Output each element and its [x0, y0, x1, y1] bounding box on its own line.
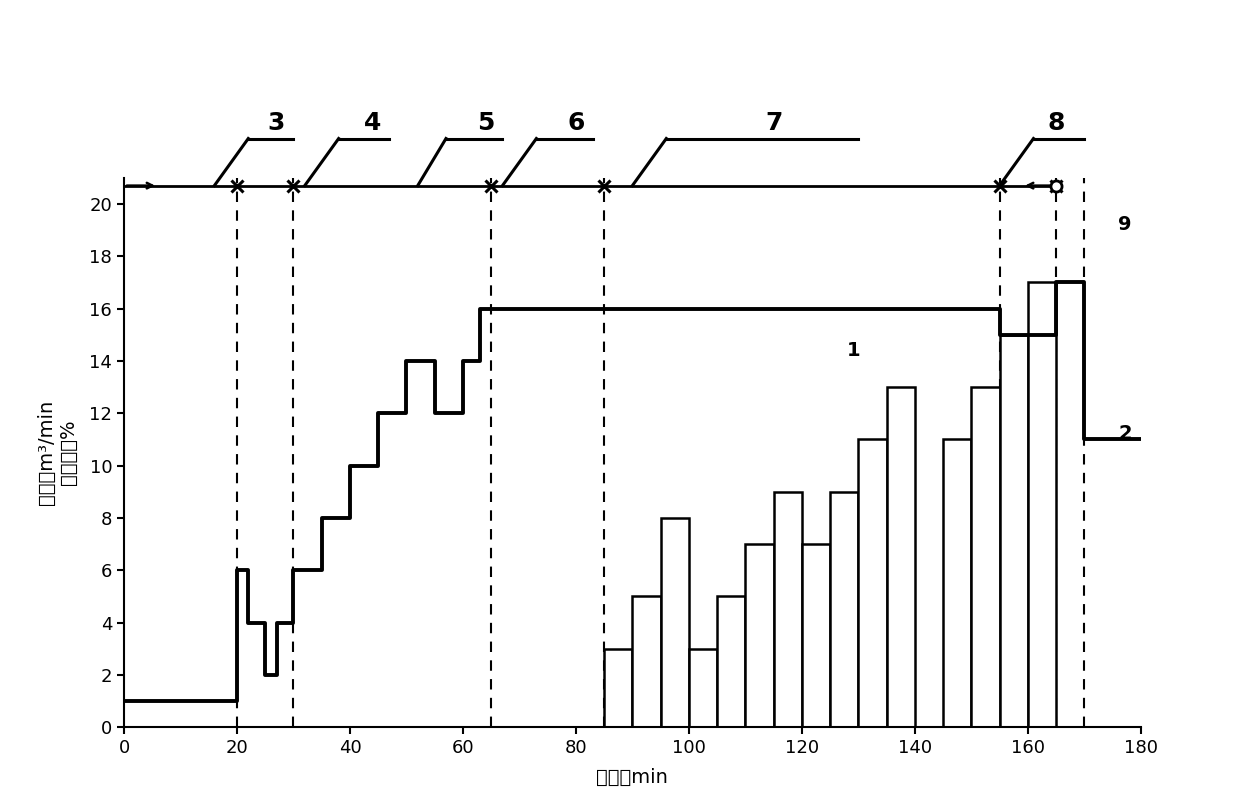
Text: 7: 7: [765, 111, 782, 135]
Text: 6: 6: [567, 111, 584, 135]
X-axis label: 时间，min: 时间，min: [596, 768, 668, 787]
Bar: [774, 492, 802, 727]
Bar: [858, 440, 887, 727]
Bar: [717, 596, 745, 727]
Bar: [802, 544, 830, 727]
Bar: [632, 596, 661, 727]
Bar: [1028, 283, 1056, 727]
Bar: [971, 387, 999, 727]
Bar: [887, 387, 915, 727]
Bar: [830, 492, 858, 727]
Text: 1: 1: [847, 341, 861, 360]
Text: 5: 5: [477, 111, 495, 135]
Bar: [999, 335, 1028, 727]
Text: 3: 3: [268, 111, 285, 135]
Text: 9: 9: [1118, 215, 1132, 234]
Bar: [661, 518, 689, 727]
Text: 4: 4: [363, 111, 381, 135]
Y-axis label: 排量，m³/min
砂液比，%: 排量，m³/min 砂液比，%: [37, 400, 78, 505]
Bar: [689, 649, 717, 727]
Bar: [745, 544, 774, 727]
Text: 8: 8: [1048, 111, 1065, 135]
Bar: [944, 440, 971, 727]
Bar: [604, 649, 632, 727]
Text: 2: 2: [1118, 424, 1132, 444]
